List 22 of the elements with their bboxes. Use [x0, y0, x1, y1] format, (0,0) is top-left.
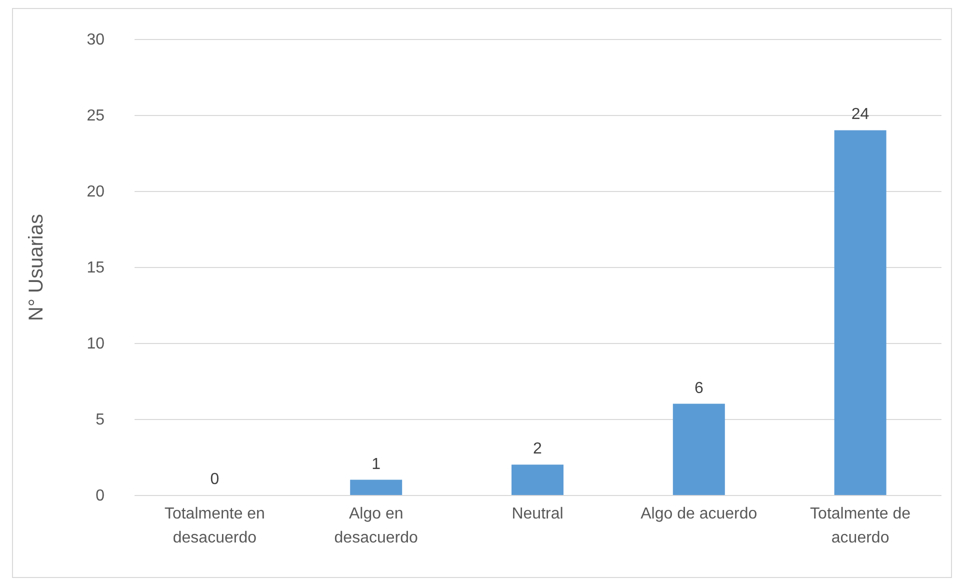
y-tick-label: 10	[86, 336, 105, 352]
y-tick-label: 30	[86, 32, 105, 48]
bar	[834, 130, 886, 495]
y-tick-label: 15	[86, 260, 105, 276]
y-tick-label: 20	[86, 184, 105, 200]
bar	[512, 464, 564, 495]
x-tick-label: Neutral	[512, 506, 564, 522]
y-axis-title: N° Usuarias	[26, 214, 48, 321]
bar	[350, 480, 402, 495]
y-tick-label: 5	[96, 412, 105, 428]
data-label: 0	[210, 471, 220, 488]
x-tick-label: Algo en desacuerdo	[334, 506, 418, 546]
data-label: 6	[694, 380, 704, 397]
x-tick-label: Algo de acuerdo	[640, 506, 758, 522]
y-tick-label: 25	[86, 108, 105, 124]
data-label: 1	[372, 456, 381, 473]
x-tick-label: Totalmente de acuerdo	[810, 506, 911, 546]
data-label: 2	[533, 440, 542, 458]
x-tick-label: Totalmente en desacuerdo	[164, 506, 265, 546]
y-tick-label: 0	[96, 488, 105, 504]
bar	[672, 404, 725, 495]
data-label: 24	[851, 106, 870, 124]
